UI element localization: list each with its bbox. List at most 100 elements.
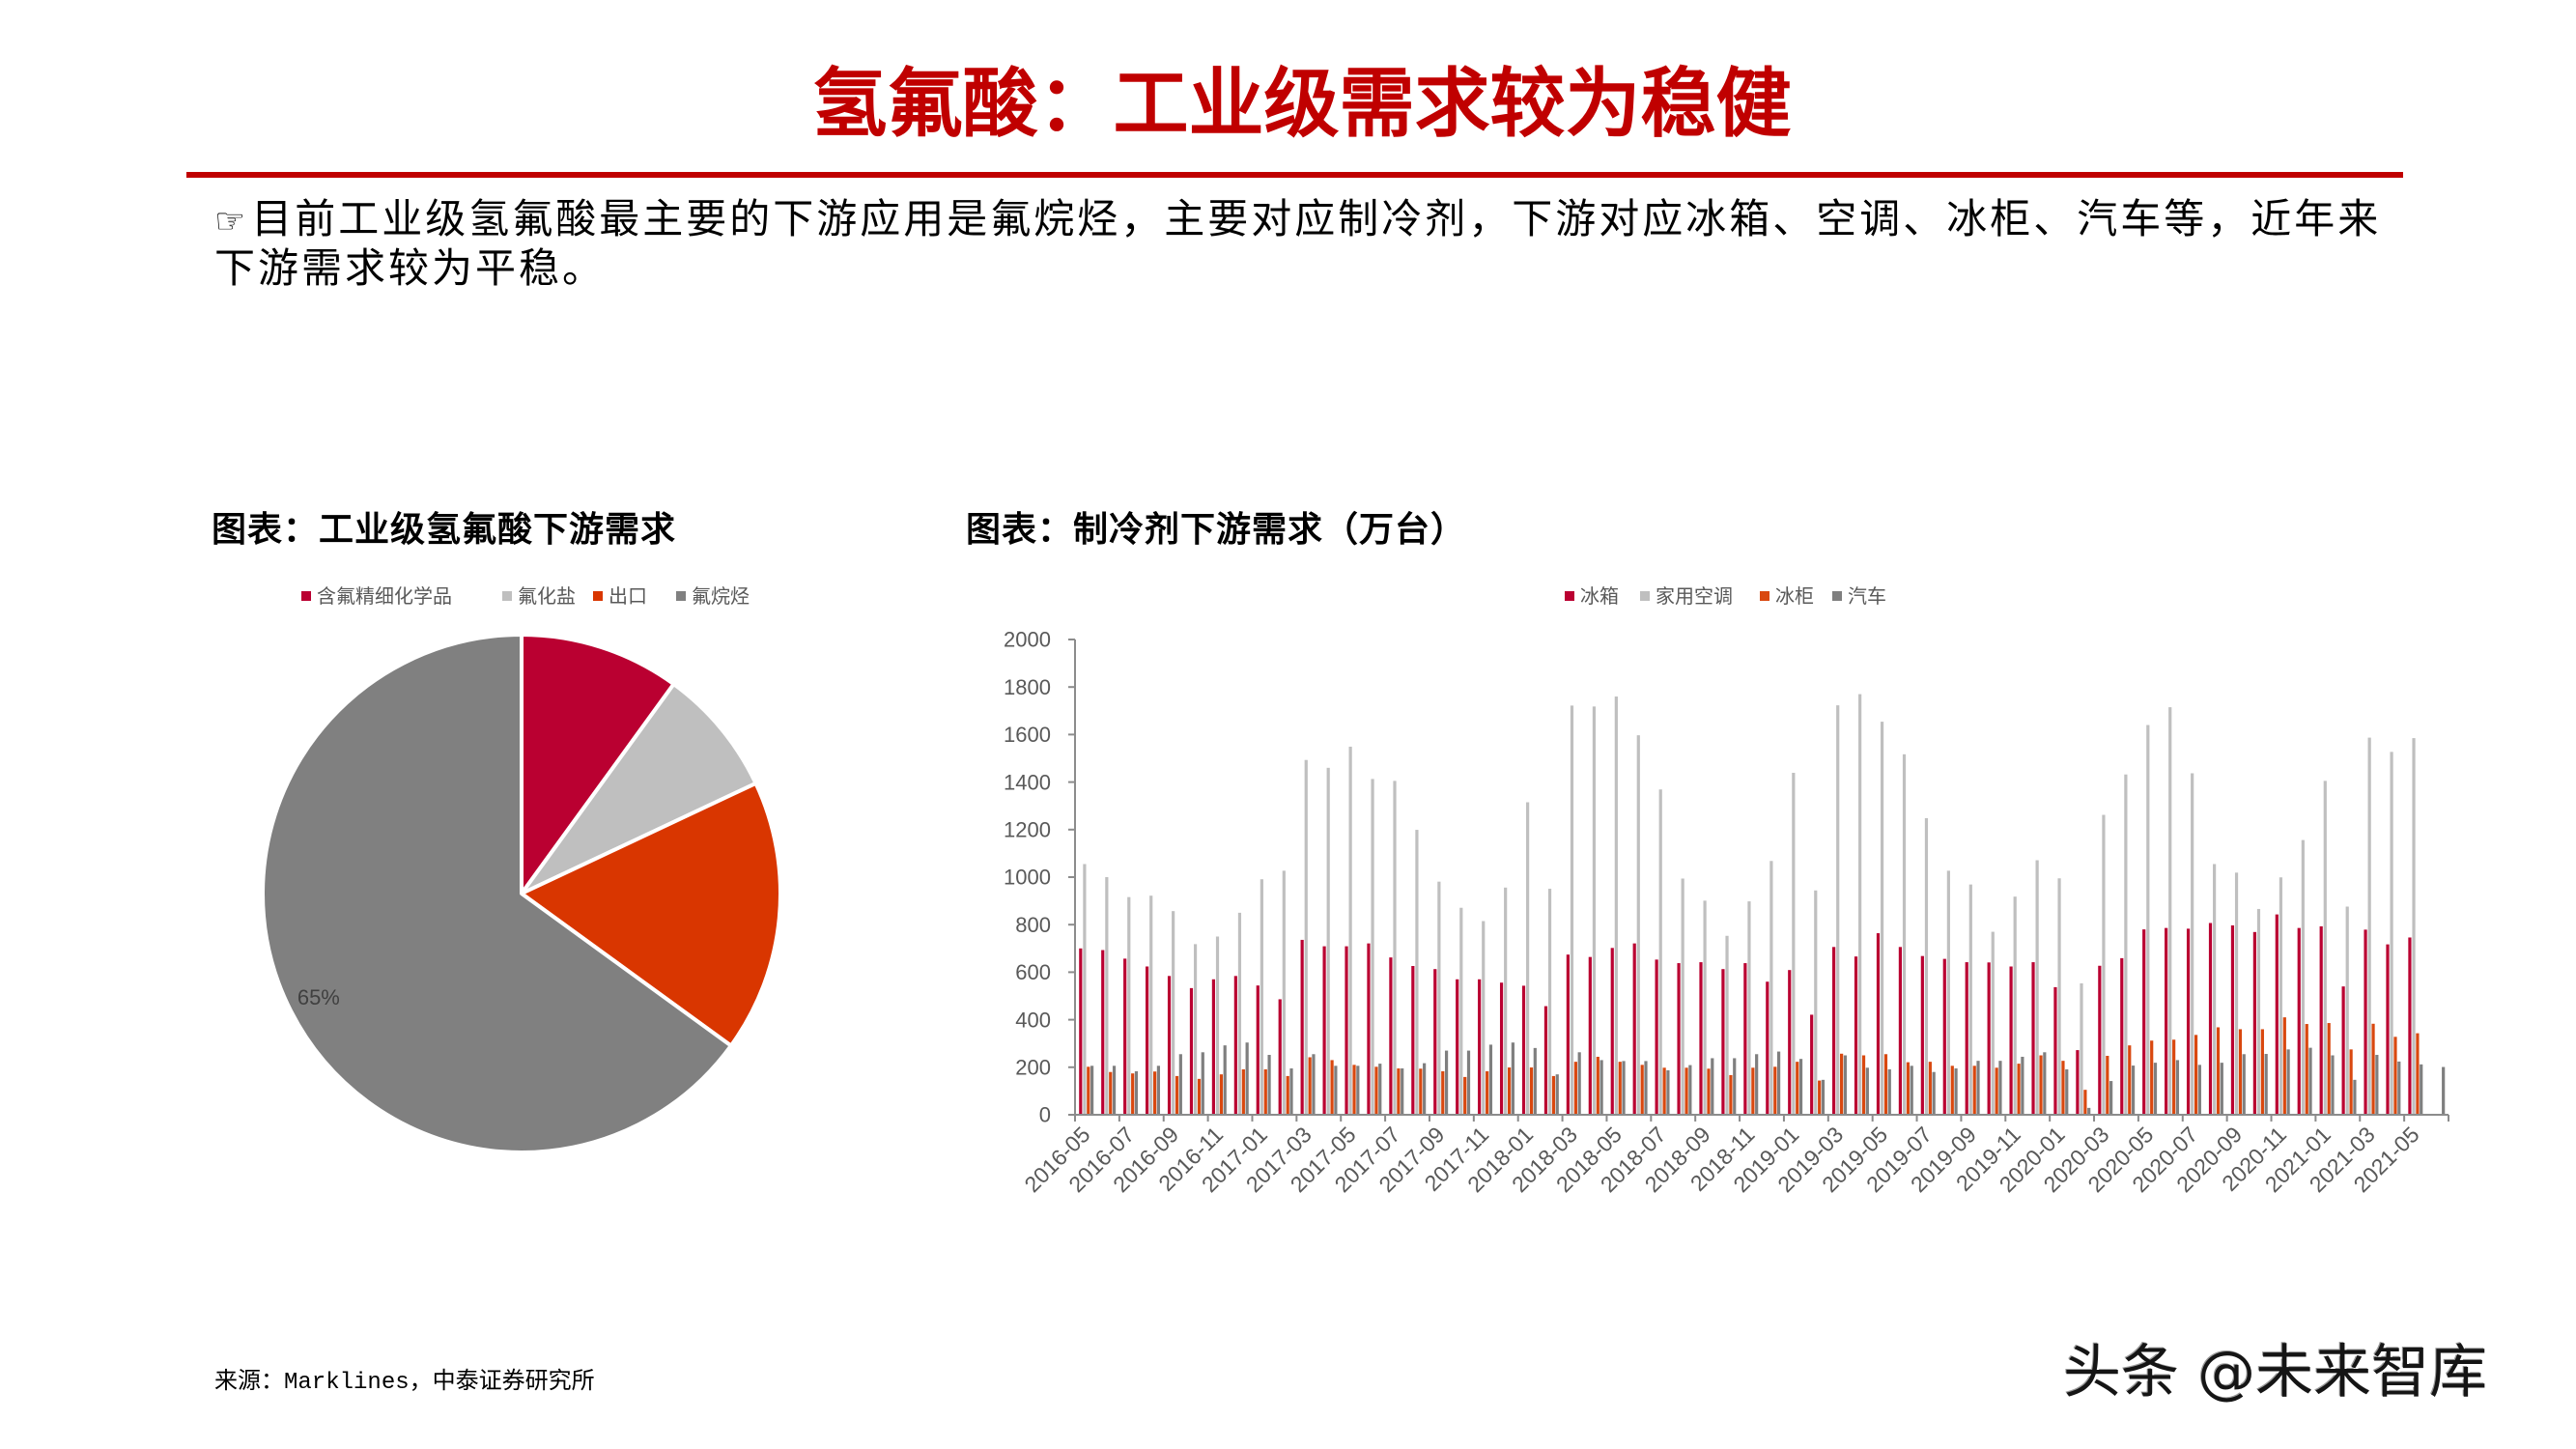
bar [1792, 773, 1796, 1115]
bar [1614, 696, 1618, 1115]
bar [1773, 1066, 1777, 1115]
bar [2172, 1039, 2176, 1115]
bar [1371, 779, 1374, 1115]
pie-slice [261, 633, 733, 1154]
bar [1197, 1078, 1202, 1115]
bar [1876, 933, 1881, 1115]
bar [1507, 1067, 1512, 1115]
y-tick-label: 0 [1039, 1103, 1051, 1127]
bar [2397, 1061, 2401, 1115]
bar [2275, 914, 2279, 1115]
y-tick-label: 400 [1015, 1008, 1051, 1032]
bar [1415, 830, 1419, 1115]
bar [1733, 1058, 1737, 1115]
bar [1079, 948, 1083, 1115]
pie-chart: 65% [261, 633, 782, 1154]
bar [2238, 1029, 2243, 1115]
bar [2345, 906, 2349, 1115]
bar [1751, 1067, 1755, 1115]
bar [2106, 1055, 2109, 1115]
bar [1101, 950, 1105, 1115]
bar [1193, 944, 1198, 1115]
bar [2353, 1079, 2357, 1115]
bar [1707, 1068, 1711, 1115]
bar [1681, 878, 1684, 1115]
bar [1570, 705, 1574, 1115]
bar [2279, 877, 2283, 1115]
pie-figure-title: 图表：工业级氢氟酸下游需求 [212, 510, 677, 550]
bar [1950, 1065, 1954, 1115]
bar [1810, 1014, 1814, 1115]
bar [1134, 1070, 1139, 1115]
bar [1105, 877, 1109, 1115]
bar [1146, 966, 1149, 1115]
bar [1389, 957, 1393, 1115]
bar [1954, 1068, 1958, 1115]
bar [1326, 767, 1330, 1115]
legend-label: 冰柜 [1775, 584, 1814, 608]
bar [2375, 1055, 2379, 1115]
bar [1640, 1065, 1644, 1115]
pie-legend-item: 含氟精细化学品 [301, 584, 452, 608]
bar [1260, 879, 1263, 1115]
bar [1437, 881, 1441, 1115]
bar [1588, 956, 1592, 1115]
bar [1215, 936, 1220, 1115]
bar [1488, 1044, 1493, 1115]
bar [1843, 1055, 1848, 1115]
bar [1237, 912, 1242, 1115]
bar [1684, 1067, 1688, 1115]
bar [2367, 737, 2371, 1115]
bar [1551, 1075, 1556, 1115]
bar [1087, 1066, 1090, 1115]
bar [1902, 753, 1907, 1115]
bar [2102, 814, 2106, 1115]
watermark: 头条 @未来智库 [2063, 1339, 2488, 1406]
pie-slice [520, 781, 782, 1048]
legend-swatch-icon [593, 591, 603, 601]
bar [2083, 1090, 2087, 1115]
bar [1529, 1067, 1534, 1115]
bar [1478, 979, 1482, 1115]
bar [2349, 1049, 2353, 1115]
bar [1747, 901, 1751, 1115]
bar [1441, 1070, 1445, 1115]
bar [1677, 963, 1681, 1115]
bar [2297, 927, 2301, 1115]
bar [1282, 870, 1286, 1115]
bar [1703, 900, 1707, 1115]
bar [1374, 1066, 1378, 1115]
legend-swatch-icon [301, 591, 311, 601]
bar [1814, 890, 1818, 1115]
bar [2364, 929, 2367, 1115]
bar [1456, 979, 1459, 1115]
bar [2153, 1063, 2158, 1115]
bar [2371, 1023, 2375, 1115]
bar [1729, 1074, 1733, 1115]
bar [2131, 1065, 2136, 1115]
bar [1832, 947, 1836, 1115]
bar [1655, 959, 1658, 1115]
bar [1223, 1045, 1227, 1115]
bar [1459, 907, 1463, 1115]
bar [2260, 1029, 2264, 1115]
bar [2142, 929, 2146, 1115]
bar-legend-item: 冰柜 [1760, 584, 1814, 608]
bar [1865, 1067, 1869, 1115]
bar [2412, 738, 2416, 1115]
bar [1777, 1051, 1781, 1115]
bar [1356, 1065, 1360, 1115]
bar [2220, 1063, 2223, 1115]
bar [1883, 1054, 1888, 1115]
bar [2331, 1055, 2335, 1115]
bar [1725, 935, 1729, 1115]
bar [2213, 864, 2217, 1115]
bar [1861, 1055, 1866, 1115]
bar [1245, 1042, 1249, 1115]
bar [1543, 1006, 1548, 1115]
bar [1241, 1069, 1245, 1115]
bar [1423, 1063, 1427, 1115]
bar [1256, 985, 1260, 1115]
bar [2282, 1017, 2286, 1115]
bar [2308, 1047, 2312, 1115]
